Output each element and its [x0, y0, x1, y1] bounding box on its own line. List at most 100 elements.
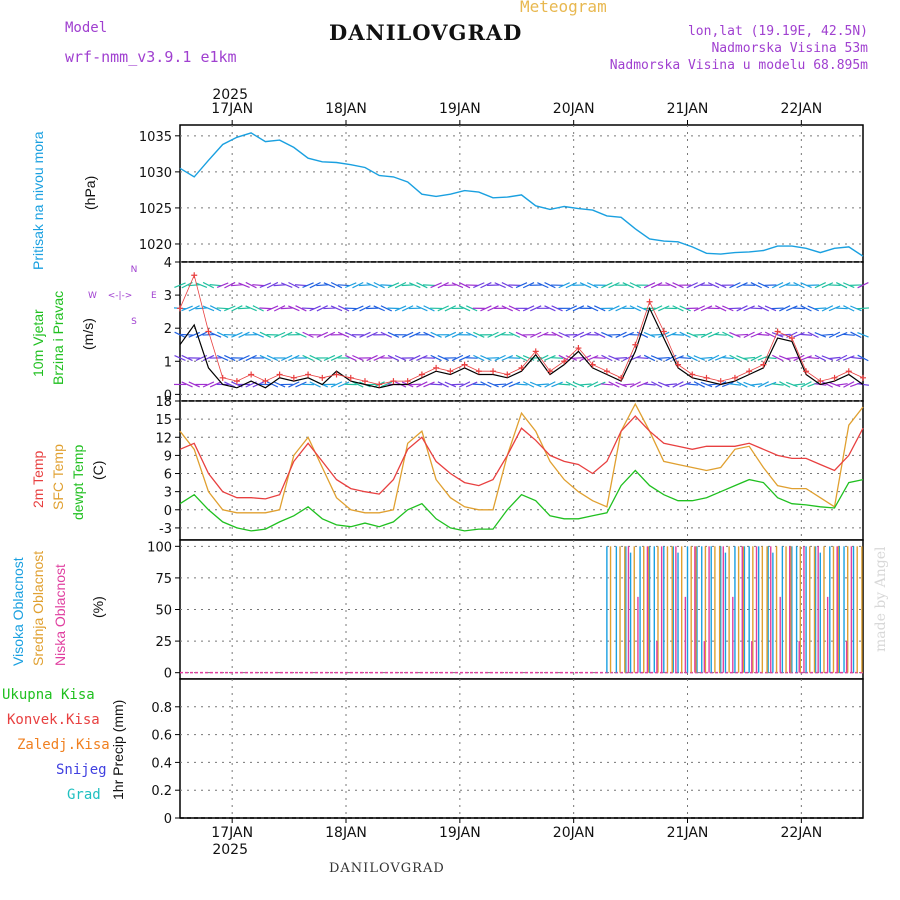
wind-barb	[473, 282, 485, 289]
wind-barb	[707, 282, 720, 289]
wind-barb	[600, 383, 613, 386]
wind-barb	[473, 354, 485, 362]
wind-barb	[821, 305, 834, 312]
wind-barb	[444, 331, 457, 338]
wind-barb	[416, 381, 428, 388]
wind-barb	[295, 331, 307, 338]
wind-gust-marker	[177, 305, 183, 312]
wind-barb	[722, 381, 734, 388]
wind-barb	[330, 305, 343, 312]
wind-barb	[380, 331, 393, 338]
legend-grad: Grad	[67, 787, 101, 803]
wind-barb	[352, 305, 364, 312]
wind-barb	[700, 356, 713, 360]
wind-barb	[657, 381, 670, 388]
wind-barb	[792, 307, 805, 310]
wind-barb	[615, 331, 627, 338]
pressure-unit-label: (hPa)	[82, 175, 98, 210]
wind-barb	[537, 282, 549, 289]
wind-barb	[657, 356, 670, 360]
wind-speed-line	[179, 306, 864, 389]
wind-barb	[337, 305, 350, 312]
wind-barb	[707, 331, 720, 338]
wind-barb	[558, 282, 570, 289]
wind-barb	[209, 381, 222, 388]
wind-barb	[750, 354, 762, 362]
wind-barb	[700, 305, 713, 312]
wind-barb	[380, 305, 392, 312]
wind-barb	[401, 305, 414, 312]
wind-barb	[444, 381, 457, 388]
wind-barb	[337, 381, 350, 388]
day-label-top: 18JAN	[325, 101, 367, 117]
wind-barb	[217, 331, 229, 338]
wind-barb	[707, 354, 720, 362]
wind-barb	[416, 281, 428, 289]
wind-barb	[174, 282, 186, 288]
wind-barb	[729, 331, 741, 338]
wind-barb	[295, 305, 307, 312]
wind-barb	[551, 305, 563, 312]
y-tick-label: 0	[164, 504, 172, 519]
wind-barb	[295, 381, 307, 388]
model-label: Model	[65, 20, 108, 36]
wind-barb	[302, 354, 314, 362]
wind-barb	[494, 354, 506, 362]
wind-barb	[772, 354, 784, 362]
credit-label: made by Angel	[873, 546, 889, 653]
wind-barb	[857, 354, 869, 362]
temp-sfc-label: SFC Temp	[50, 444, 66, 510]
wind-barb	[807, 356, 820, 360]
wind-barb	[551, 381, 563, 388]
wind-barb	[828, 356, 841, 360]
wind-barb	[793, 331, 805, 338]
wind-barb	[786, 305, 798, 312]
day-label-bottom: 20JAN	[553, 825, 595, 841]
wind-barb	[472, 383, 485, 386]
wind-barb	[757, 381, 769, 388]
wind-barb	[466, 331, 478, 338]
wind-barb	[821, 355, 834, 361]
wind-barb	[643, 282, 656, 289]
wind-barb	[273, 331, 286, 338]
wind-barb	[850, 381, 862, 388]
wind-barb	[579, 282, 592, 289]
wind-barb	[671, 333, 685, 336]
y-tick-label: 1020	[139, 238, 172, 253]
wind-barb	[181, 381, 193, 388]
wind-barb	[693, 355, 706, 361]
wind-barb	[686, 383, 699, 386]
wind-barb	[487, 331, 499, 338]
wind-barb	[771, 383, 784, 386]
wind-barb	[401, 284, 414, 287]
wind-barb	[800, 305, 812, 312]
wind-barb	[835, 383, 848, 386]
wind-barb	[245, 281, 257, 289]
wind-barb	[565, 282, 577, 289]
wind-barb	[209, 331, 222, 338]
wind-barb	[572, 331, 585, 338]
compass-east: E	[151, 291, 157, 301]
wind-barb	[856, 307, 870, 310]
elevation-label: Nadmorska Visina 53m	[711, 41, 868, 56]
wind-barb	[800, 282, 812, 289]
wind-barb	[380, 284, 393, 287]
wind-barb	[686, 331, 699, 338]
wind-barb	[800, 381, 812, 388]
wind-barb	[778, 355, 791, 361]
wind-barb	[693, 333, 706, 336]
wind-barb	[672, 282, 684, 289]
wind-barb	[266, 281, 279, 289]
wind-barb	[764, 381, 777, 388]
wind-barb	[800, 355, 812, 361]
wind-barb	[594, 305, 606, 312]
wind-barb	[337, 331, 350, 338]
wind-barb	[593, 357, 606, 359]
y-tick-label: 1	[164, 355, 172, 370]
wind-barb	[835, 307, 848, 310]
wind-barb	[259, 354, 272, 362]
wind-barb	[679, 381, 691, 388]
wind-barb	[209, 305, 222, 312]
wind-barb	[608, 305, 620, 312]
